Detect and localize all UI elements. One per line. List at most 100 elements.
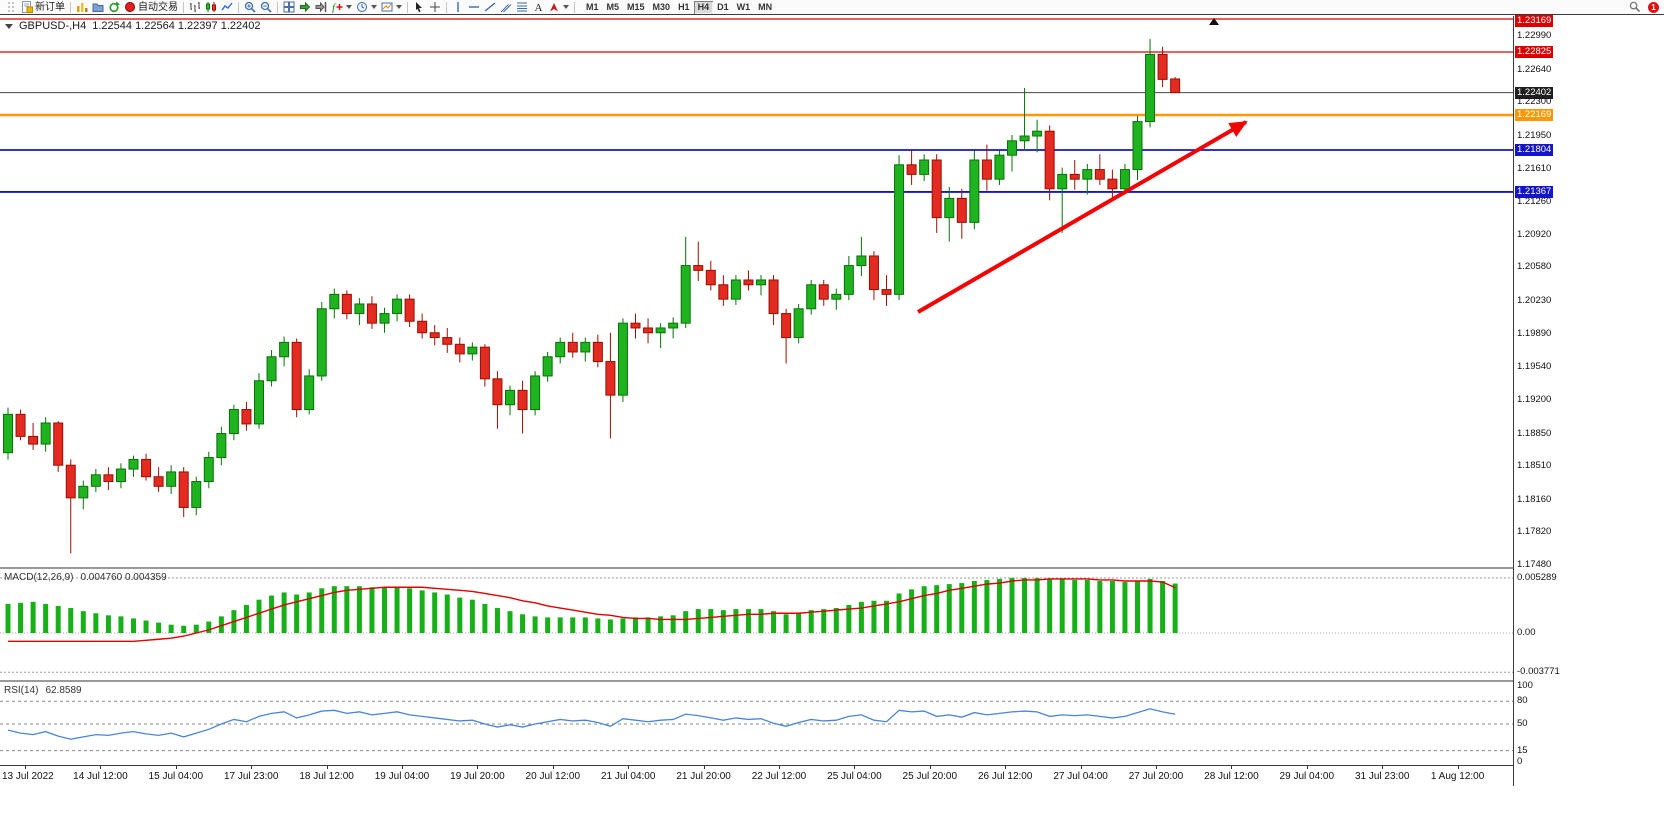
text-icon: A (535, 2, 543, 13)
crosshair-icon (430, 2, 440, 12)
horizontal-line-button[interactable] (466, 1, 482, 14)
fibonacci-button[interactable] (514, 1, 530, 14)
chart-shift-button[interactable] (313, 1, 329, 14)
time-label: 27 Jul 04:00 (1053, 771, 1108, 782)
macd-histogram (5, 577, 1178, 633)
channel-button[interactable] (498, 1, 514, 14)
price-label-red: 1.22825 (1515, 46, 1554, 59)
search-button[interactable] (1627, 1, 1643, 14)
rsi-axis-label: 15 (1517, 744, 1528, 756)
rsi-axis-label: 50 (1517, 718, 1528, 729)
price-label: 1.17480 (1517, 559, 1552, 571)
price-label: 1.21950 (1517, 129, 1552, 141)
timeframe-m30-button[interactable]: M30 (652, 1, 671, 12)
ohlc-values: 1.22544 1.22564 1.22397 1.22402 (92, 20, 261, 32)
time-label: 27 Jul 20:00 (1128, 771, 1184, 782)
trend-arrow (916, 120, 1248, 314)
macd-axis-label: 0.005289 (1517, 571, 1557, 583)
new-order-button-label: 新订单 (35, 1, 65, 13)
timeframe-m15-button[interactable]: M15 (627, 1, 645, 12)
timeframe-toolbar: M1 M5 M15 M30 H1 H4 D1 W1 MN (582, 0, 776, 14)
zoom-in-icon (244, 1, 256, 13)
candlestick-chart[interactable] (0, 16, 1513, 567)
toolbar: 新订单 自动交易 f A M1 M5 M15 M30 H1 H4 D1 W1 MN 1 (0, 0, 1664, 15)
time-label: 15 Jul 04:00 (148, 771, 204, 782)
price-label: 1.18160 (1517, 493, 1552, 505)
autotrade-button[interactable]: 自动交易 (122, 1, 180, 14)
time-label: 26 Jul 12:00 (977, 771, 1033, 782)
time-tick (1306, 766, 1308, 769)
timeframe-mn-button[interactable]: MN (758, 1, 773, 12)
timeframe-h1-button[interactable]: H1 (678, 1, 690, 12)
profiles-button[interactable] (90, 1, 106, 14)
rsi-value: 62.8589 (45, 685, 82, 696)
time-label: 28 Jul 12:00 (1204, 771, 1259, 782)
time-tick (1457, 766, 1459, 769)
panel-splitter-macd[interactable] (0, 567, 1566, 569)
bar-chart-type-button[interactable] (187, 1, 203, 14)
toolbar-drag-handle[interactable] (3, 1, 19, 14)
grip-icon (8, 2, 14, 12)
toolbar-right: 1 (1627, 1, 1661, 14)
crosshair-button[interactable] (427, 1, 443, 14)
symbol-period-label: GBPUSD-,H4 (19, 20, 87, 32)
text-button[interactable]: A (530, 1, 546, 14)
refresh-button[interactable] (106, 1, 122, 14)
time-tick (1382, 766, 1384, 769)
panel-splitter-rsi[interactable] (0, 680, 1566, 682)
time-tick (175, 766, 177, 769)
macd-label: MACD(12,26,9) 0.004760 0.004359 (4, 572, 167, 583)
timeframe-d1-button[interactable]: D1 (717, 1, 729, 12)
time-label: 20 Jul 12:00 (525, 771, 581, 782)
arrows-button[interactable] (546, 1, 571, 14)
templates-button[interactable] (379, 1, 404, 14)
toolbar-separator (574, 1, 575, 13)
price-label: 1.19540 (1517, 361, 1552, 373)
indicators-icon: f (332, 2, 343, 13)
charts-button[interactable] (74, 1, 90, 14)
price-label: 1.22640 (1517, 63, 1552, 75)
timeframe-m1-button[interactable]: M1 (586, 1, 599, 12)
chart-collapse-icon[interactable] (5, 23, 13, 29)
cursor-button[interactable] (411, 1, 427, 14)
candles-group (3, 39, 1181, 554)
indicators-button[interactable]: f (329, 1, 354, 14)
rsi-chart[interactable] (0, 682, 1513, 765)
auto-scroll-button[interactable] (297, 1, 313, 14)
timeframe-m5-button[interactable]: M5 (606, 1, 620, 12)
tile-icon (283, 1, 295, 13)
toolbar-separator (238, 1, 239, 13)
chart-title: GBPUSD-,H4 1.22544 1.22564 1.22397 1.224… (5, 20, 260, 32)
dropdown-caret-icon (563, 5, 569, 9)
template-icon (381, 2, 393, 12)
candle-chart-type-button[interactable] (203, 1, 219, 14)
price-label: 1.18510 (1517, 460, 1552, 472)
zoom-in-button[interactable] (242, 1, 258, 14)
price-axis[interactable]: 1.23169 1.22990 1.22825 1.22640 1.22402 1.223… (1513, 15, 1567, 786)
chart-bars-icon (77, 3, 88, 12)
time-tick (100, 766, 102, 769)
tile-windows-button[interactable] (281, 1, 297, 14)
new-order-button[interactable]: 新订单 (19, 1, 67, 14)
price-label-blue: 1.21367 (1515, 185, 1554, 198)
price-label: 1.20920 (1517, 228, 1552, 240)
price-label-orange: 1.22169 (1515, 108, 1554, 121)
timeframe-w1-button[interactable]: W1 (736, 1, 751, 12)
timeframe-h4-button[interactable]: H4 (693, 0, 714, 14)
notification-badge[interactable]: 1 (1648, 1, 1659, 13)
periods-button[interactable] (354, 1, 379, 14)
time-label: 19 Jul 04:00 (374, 771, 430, 782)
price-label-blue: 1.21804 (1515, 144, 1554, 156)
trendline-button[interactable] (482, 1, 498, 14)
time-label: 25 Jul 04:00 (827, 771, 882, 782)
price-label-black: 1.22402 (1515, 86, 1554, 99)
zoom-out-button[interactable] (258, 1, 274, 14)
time-axis[interactable]: 13 Jul 2022 14 Jul 12:00 15 Jul 04:00 17 Ju… (0, 765, 1566, 788)
macd-values: 0.004760 0.004359 (80, 572, 167, 583)
price-label: 1.20580 (1517, 261, 1552, 273)
line-chart-type-button[interactable] (219, 1, 235, 14)
time-tick (326, 766, 328, 769)
macd-chart[interactable] (0, 569, 1513, 680)
candles-icon (206, 2, 216, 12)
vertical-line-button[interactable] (450, 1, 466, 14)
